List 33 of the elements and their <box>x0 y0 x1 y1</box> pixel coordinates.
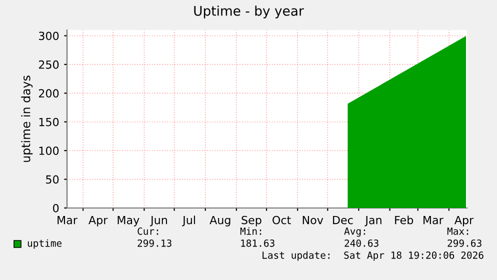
x-tick-label: Jul <box>182 216 195 226</box>
y-tick-label: 50 <box>46 175 59 184</box>
x-tick-label: Jan <box>364 216 382 226</box>
x-tick-label: May <box>118 216 140 226</box>
x-tick-label: Nov <box>302 216 324 224</box>
text: Avg: <box>344 228 366 237</box>
legend-label: uptime <box>28 239 62 249</box>
x-tick-label: Feb <box>395 216 414 224</box>
text: Min: <box>240 227 262 235</box>
text: 299.63 <box>448 239 482 247</box>
y-tick-label: 200 <box>38 89 59 98</box>
x-tick-label: Sep <box>242 216 262 226</box>
y-axis-title: uptime in days <box>21 76 33 162</box>
x-tick-label: Mar <box>424 216 444 224</box>
y-tick-label: 300 <box>39 32 59 40</box>
text: 240.63 <box>344 239 378 247</box>
x-tick-label: Apr <box>88 216 108 226</box>
x-tick-label: Mar <box>58 216 78 224</box>
y-tick-label: 0 <box>53 204 59 212</box>
x-tick-label: Dec <box>333 216 353 224</box>
text: 299.13 <box>138 239 172 247</box>
x-tick-label: Oct <box>272 216 291 224</box>
y-tick-label: 250 <box>38 60 59 69</box>
x-tick-label: Jun <box>150 216 167 226</box>
y-tick-label: 100 <box>39 146 59 155</box>
x-tick-label: Apr <box>454 216 474 226</box>
text: Max: <box>447 228 468 235</box>
chart-title: Uptime - by year <box>194 6 304 18</box>
text: Last update: Sat Apr 18 19:20:06 2026 <box>262 251 484 261</box>
x-tick-label: Aug <box>210 216 230 226</box>
text: Cur: <box>138 227 158 235</box>
text: 181.63 <box>241 239 274 247</box>
y-tick-label: 150 <box>39 118 59 126</box>
